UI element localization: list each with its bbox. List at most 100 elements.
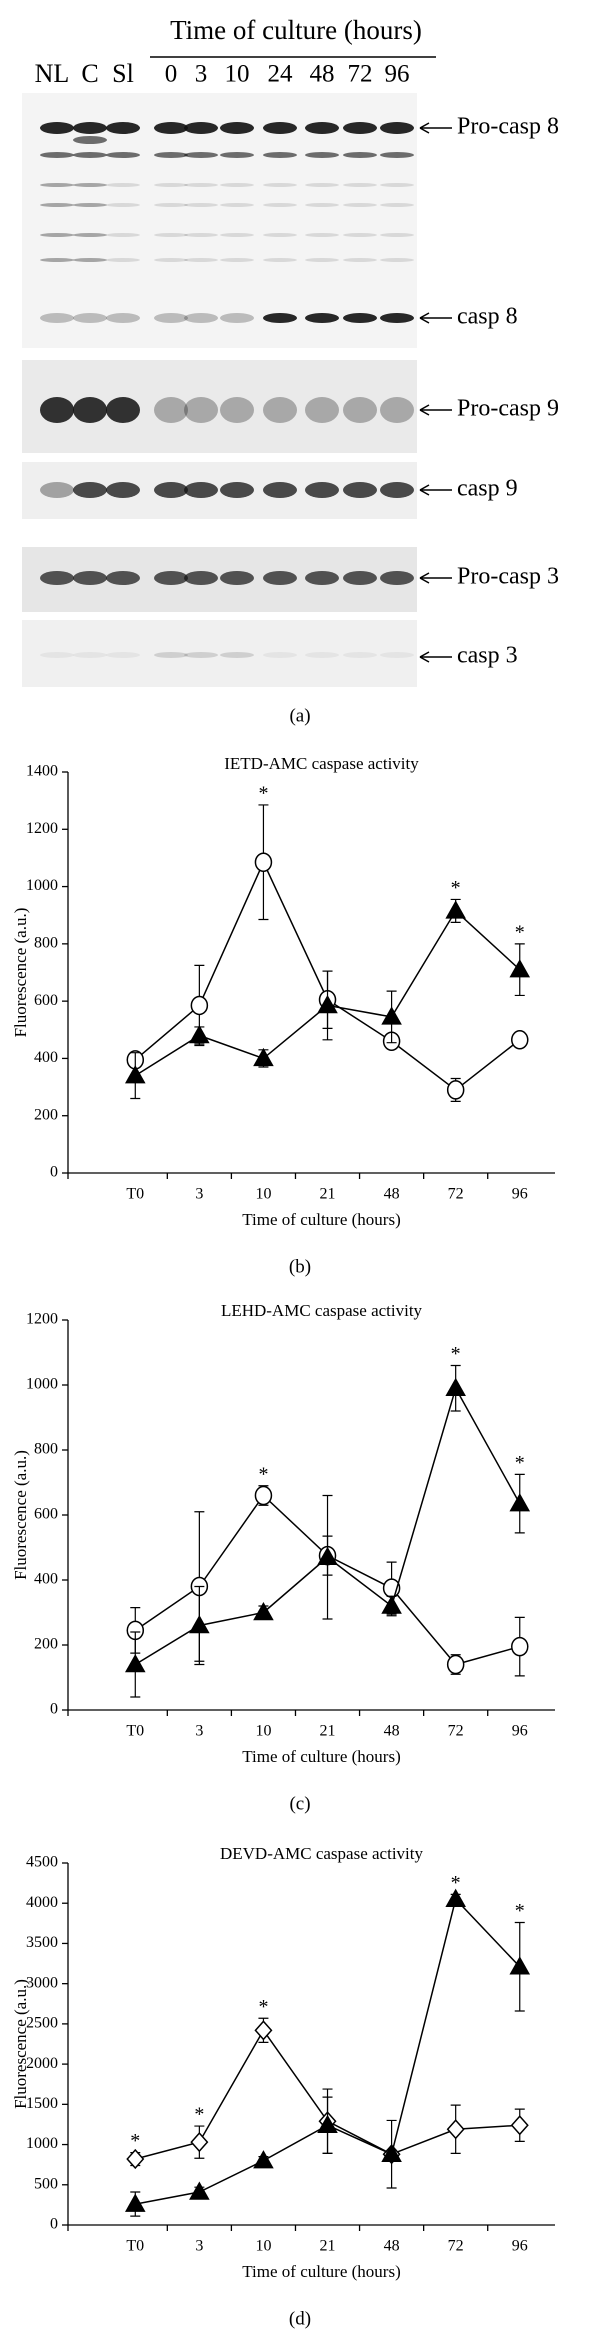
blot-band <box>40 152 74 158</box>
blot-band <box>106 652 140 658</box>
band-label: casp 8 <box>457 304 518 330</box>
y-tick-label: 1000 <box>26 1376 58 1393</box>
blot-band <box>380 152 414 158</box>
blot-band <box>184 313 218 323</box>
marker <box>190 2132 209 2153</box>
blot-band <box>343 233 377 237</box>
x-tick-label: 96 <box>512 1186 528 1203</box>
blot-band <box>73 313 107 323</box>
blot-band <box>380 652 414 658</box>
blot-band <box>40 571 74 585</box>
chart-title: LEHD-AMC caspase activity <box>221 1301 423 1320</box>
blot-band <box>40 397 74 423</box>
marker <box>254 852 273 872</box>
blot-band <box>263 397 297 423</box>
blot-band <box>305 571 339 585</box>
y-tick-label: 1000 <box>26 877 58 894</box>
time-label: 3 <box>195 61 208 88</box>
blot-band <box>305 152 339 158</box>
y-tick-label: 400 <box>34 1571 58 1588</box>
marker <box>254 2020 273 2041</box>
significance-mark: * <box>451 877 461 899</box>
blot-band <box>73 571 107 585</box>
x-axis-label: Time of culture (hours) <box>242 1747 401 1766</box>
blot-band <box>343 203 377 207</box>
blot-band <box>184 482 218 498</box>
blot-band <box>106 313 140 323</box>
blot-band <box>154 152 188 158</box>
blot-band <box>263 233 297 237</box>
blot-band <box>305 652 339 658</box>
blot-band <box>40 203 74 207</box>
arrow-head <box>419 312 430 324</box>
panel-label: (c) <box>289 1793 310 1814</box>
arrow-head <box>419 651 430 663</box>
blot-band <box>263 203 297 207</box>
blot-band <box>73 397 107 423</box>
blot-band <box>380 122 414 134</box>
y-axis-label: Fluorescence (a.u.) <box>11 908 30 1038</box>
blot-band <box>40 482 74 498</box>
marker <box>381 1595 402 1614</box>
y-tick-label: 1200 <box>26 820 58 837</box>
blot-band <box>263 482 297 498</box>
x-tick-label: T0 <box>126 2238 144 2255</box>
blot-band <box>106 482 140 498</box>
marker <box>509 1493 531 1512</box>
blot-band <box>40 233 74 237</box>
time-label: 72 <box>348 61 373 88</box>
blot-band <box>40 183 74 187</box>
marker <box>253 1047 274 1067</box>
marker <box>510 2115 529 2136</box>
blot-band <box>73 258 107 262</box>
blot-band <box>263 122 297 134</box>
y-tick-label: 2000 <box>26 2055 58 2072</box>
blot-band <box>184 122 218 134</box>
arrow-head <box>419 404 430 416</box>
blot-band <box>305 183 339 187</box>
blot-band <box>40 258 74 262</box>
blot-band <box>305 397 339 423</box>
blot-band <box>263 258 297 262</box>
band-label: casp 3 <box>457 643 518 669</box>
blot-band <box>106 203 140 207</box>
blot-band <box>380 571 414 585</box>
blot-band <box>220 203 254 207</box>
y-tick-label: 800 <box>34 935 58 952</box>
blot-band <box>154 313 188 323</box>
blot-band <box>184 571 218 585</box>
band-label: Pro-casp 3 <box>457 564 559 590</box>
blot-band <box>220 258 254 262</box>
blot-band <box>40 652 74 658</box>
marker <box>445 1377 466 1396</box>
blot-band <box>184 397 218 423</box>
y-axis-label: Fluorescence (a.u.) <box>11 1979 30 2109</box>
blot-band <box>154 482 188 498</box>
blot-band <box>220 652 254 658</box>
panel-label: (b) <box>289 1256 311 1277</box>
significance-mark: * <box>515 921 525 943</box>
blot-band <box>220 571 254 585</box>
x-tick-label: 21 <box>320 1186 336 1203</box>
blot-band <box>154 571 188 585</box>
blot-band <box>263 183 297 187</box>
panel-label: (a) <box>289 705 310 726</box>
blot-band <box>305 258 339 262</box>
marker <box>317 2114 338 2133</box>
blot-band <box>220 183 254 187</box>
significance-mark: * <box>194 2104 204 2126</box>
y-tick-label: 3000 <box>26 1974 58 1991</box>
y-tick-label: 4500 <box>26 1854 58 1871</box>
blot-band <box>73 122 107 134</box>
blot-band <box>106 152 140 158</box>
arrow-head <box>419 484 430 496</box>
marker <box>381 2143 402 2162</box>
y-tick-label: 1200 <box>26 1311 58 1328</box>
marker <box>446 1654 465 1675</box>
blot-band <box>343 652 377 658</box>
x-tick-label: 3 <box>195 2238 203 2255</box>
arrow-head <box>419 572 430 584</box>
blot-band <box>106 183 140 187</box>
blot-band <box>154 183 188 187</box>
